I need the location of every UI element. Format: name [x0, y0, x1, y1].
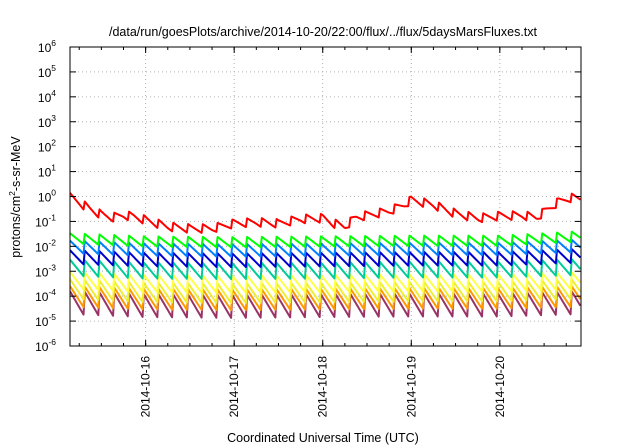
series-line [70, 278, 581, 304]
x-tick-label: 2014-10-20 [493, 356, 507, 418]
y-tick-label: 105 [38, 63, 56, 80]
y-tick-label: 106 [38, 38, 56, 55]
x-tick-label: 2014-10-19 [404, 356, 418, 418]
y-tick-label: 10-3 [35, 262, 56, 279]
series-line [70, 248, 581, 269]
x-tick-label: 2014-10-16 [139, 356, 153, 418]
y-tick-label: 10-6 [35, 337, 56, 354]
y-axis-label-part-1: protons/cm [9, 196, 23, 258]
chart-title: /data/run/goesPlots/archive/2014-10-20/2… [109, 25, 538, 39]
y-axis-label-part-2: -s-sr-MeV [9, 136, 23, 192]
series-line [70, 290, 581, 319]
x-tick-label: 2014-10-17 [227, 356, 241, 418]
series-line [70, 230, 581, 249]
y-tick-label: 10-5 [35, 312, 56, 329]
series-line [70, 238, 581, 258]
x-tick-label: 2014-10-18 [316, 356, 330, 418]
y-tick-label: 10-2 [35, 237, 56, 254]
y-tick-label: 102 [38, 138, 56, 155]
series-layer [70, 192, 581, 319]
y-tick-label: 104 [38, 88, 56, 105]
series-line [70, 285, 581, 312]
y-axis-label: protons/cm2-s-sr-MeV [7, 136, 23, 258]
y-tick-label: 101 [38, 163, 56, 180]
y-tick-label: 103 [38, 113, 56, 130]
series-line [70, 258, 581, 281]
y-axis: 10-6 10-5 10-4 10-3 10-2 10-1 100 101 102 103 104 1… [35, 38, 581, 354]
series-line [70, 271, 581, 294]
series-line [70, 192, 581, 234]
x-axis: 2014-10-16 2014-10-17 2014-10-18 2014-10-19… [78, 47, 567, 418]
y-axis-label-superscript: 2 [7, 191, 17, 196]
y-tick-label: 10-4 [35, 287, 56, 304]
y-tick-label: 100 [38, 188, 56, 205]
y-tick-label: 10-1 [35, 212, 56, 229]
x-axis-label: Coordinated Universal Time (UTC) [227, 431, 419, 445]
